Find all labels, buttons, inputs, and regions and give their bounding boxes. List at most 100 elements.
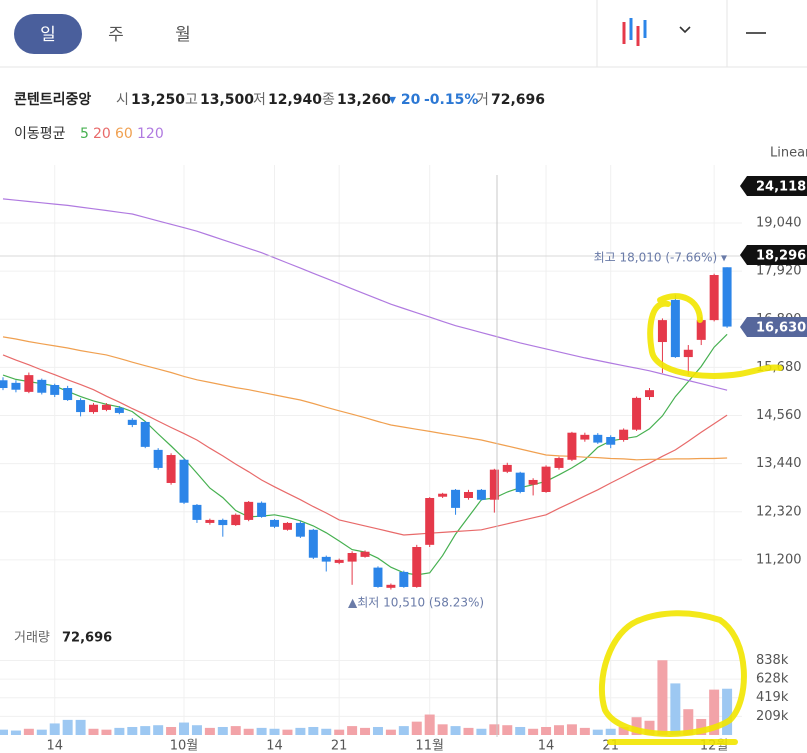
volume-bar (334, 729, 345, 735)
candle-body (295, 522, 305, 537)
volume-bar (295, 727, 306, 735)
tab-selected[interactable] (14, 14, 82, 54)
moving-average (2, 354, 728, 536)
candle-body (451, 489, 461, 508)
moving-average (2, 198, 728, 391)
volume-bar (321, 728, 332, 735)
change-pct: -0.15% (424, 92, 478, 108)
label: 시 (116, 92, 129, 108)
candle-body (463, 491, 473, 499)
candle-body (670, 299, 680, 358)
x-tick-label: 11월 (415, 739, 444, 753)
volume-bar (75, 719, 86, 735)
volume-bar (670, 683, 681, 735)
volume-bar (114, 727, 125, 735)
scale-mode[interactable]: Linear (770, 146, 807, 161)
candle-body (580, 434, 590, 440)
volume-bar (463, 727, 474, 735)
volume-bar (605, 728, 616, 735)
candle-body (373, 567, 383, 587)
volume-bar (528, 728, 539, 735)
candle-body (0, 380, 8, 389)
legend: 5 20 60 120 (80, 126, 164, 142)
volume-bar (618, 726, 629, 735)
tab[interactable]: 주 (108, 25, 124, 45)
candle-body (114, 407, 124, 413)
volume-bar (450, 726, 461, 735)
volume-bar (282, 729, 293, 735)
price-tag (740, 176, 807, 196)
x-tick-label: 14 (46, 739, 63, 753)
chart-type-icon[interactable] (622, 18, 647, 46)
volume-bar (243, 728, 254, 735)
volume-bar (579, 727, 590, 735)
volume-bar (308, 726, 319, 735)
y-tick-label: 19,040 (756, 216, 802, 231)
volume-bar (49, 723, 60, 735)
price-tag (740, 317, 807, 337)
stock-name: 콘텐트리중앙 (14, 91, 91, 108)
value: 13,500 (200, 92, 254, 108)
dropdown-chevron[interactable] (679, 26, 691, 34)
x-tick-label: 21 (331, 739, 348, 753)
volume-bar (88, 728, 99, 735)
candle-body (606, 436, 616, 445)
candle-body (502, 464, 512, 472)
tab[interactable]: 월 (175, 25, 191, 45)
y-tick-label: 12,320 (756, 504, 802, 519)
candle-body (386, 584, 396, 588)
value: 13,250 (131, 92, 185, 108)
tab[interactable]: 일 (40, 25, 56, 45)
volume-bar (502, 725, 513, 735)
low-annotation: ▲최저 10,510 (58.23%) (348, 596, 484, 610)
candle-body (270, 519, 280, 527)
summary: 콘텐트리중앙 시 13,250 고 13,500 저 12,940 종 13,2… (14, 91, 545, 108)
volume-bar (722, 688, 733, 735)
volume-bar (153, 725, 164, 735)
candle-body (476, 489, 486, 500)
candle-body (166, 455, 176, 483)
volume-bar (592, 729, 603, 735)
volume-bar (553, 725, 564, 735)
legend-entry: 120 (137, 126, 164, 142)
volume-bar (489, 724, 500, 735)
label: 저 (253, 92, 266, 108)
value: 13,260 (337, 92, 391, 108)
value: 12,940 (268, 92, 322, 108)
candle-body (567, 432, 577, 460)
candle-body (528, 479, 538, 485)
volume-value: 72,696 (62, 631, 112, 646)
label: 고 (185, 92, 198, 108)
volume-bar (62, 719, 73, 735)
volume-title: 거래량 (14, 631, 50, 646)
volume-bar (411, 721, 422, 735)
candle-body (218, 519, 228, 526)
candle-body (360, 551, 370, 557)
volume-tick-label: 628k (756, 672, 789, 687)
candle-body (657, 320, 667, 343)
volume-bar (217, 726, 228, 735)
volume-bar (631, 717, 642, 735)
price-tag-label: 18,296 (756, 249, 806, 264)
volume-bar (541, 726, 552, 735)
candle-body (153, 449, 163, 468)
candle-body (709, 275, 719, 321)
volume-tick-label: 209k (756, 709, 789, 724)
high-annotation: 최고 18,010 (-7.66%) ▾ (594, 251, 727, 265)
volume-bar (140, 726, 151, 735)
volume-bar (179, 722, 190, 735)
volume-bar (256, 727, 267, 735)
candle-body (438, 493, 448, 497)
legend-entry: 5 (80, 126, 89, 142)
candle-body (347, 553, 357, 562)
candle-body (399, 571, 409, 587)
volume-bar (696, 718, 707, 735)
y-tick-label: 11,200 (756, 552, 802, 567)
candle-body (593, 434, 603, 443)
candle-body (231, 514, 241, 526)
volume-bar (398, 726, 409, 735)
volume-bar (10, 730, 21, 735)
highlight (598, 293, 783, 745)
volume-bar (437, 724, 448, 735)
volume-tick-label: 419k (756, 690, 789, 705)
